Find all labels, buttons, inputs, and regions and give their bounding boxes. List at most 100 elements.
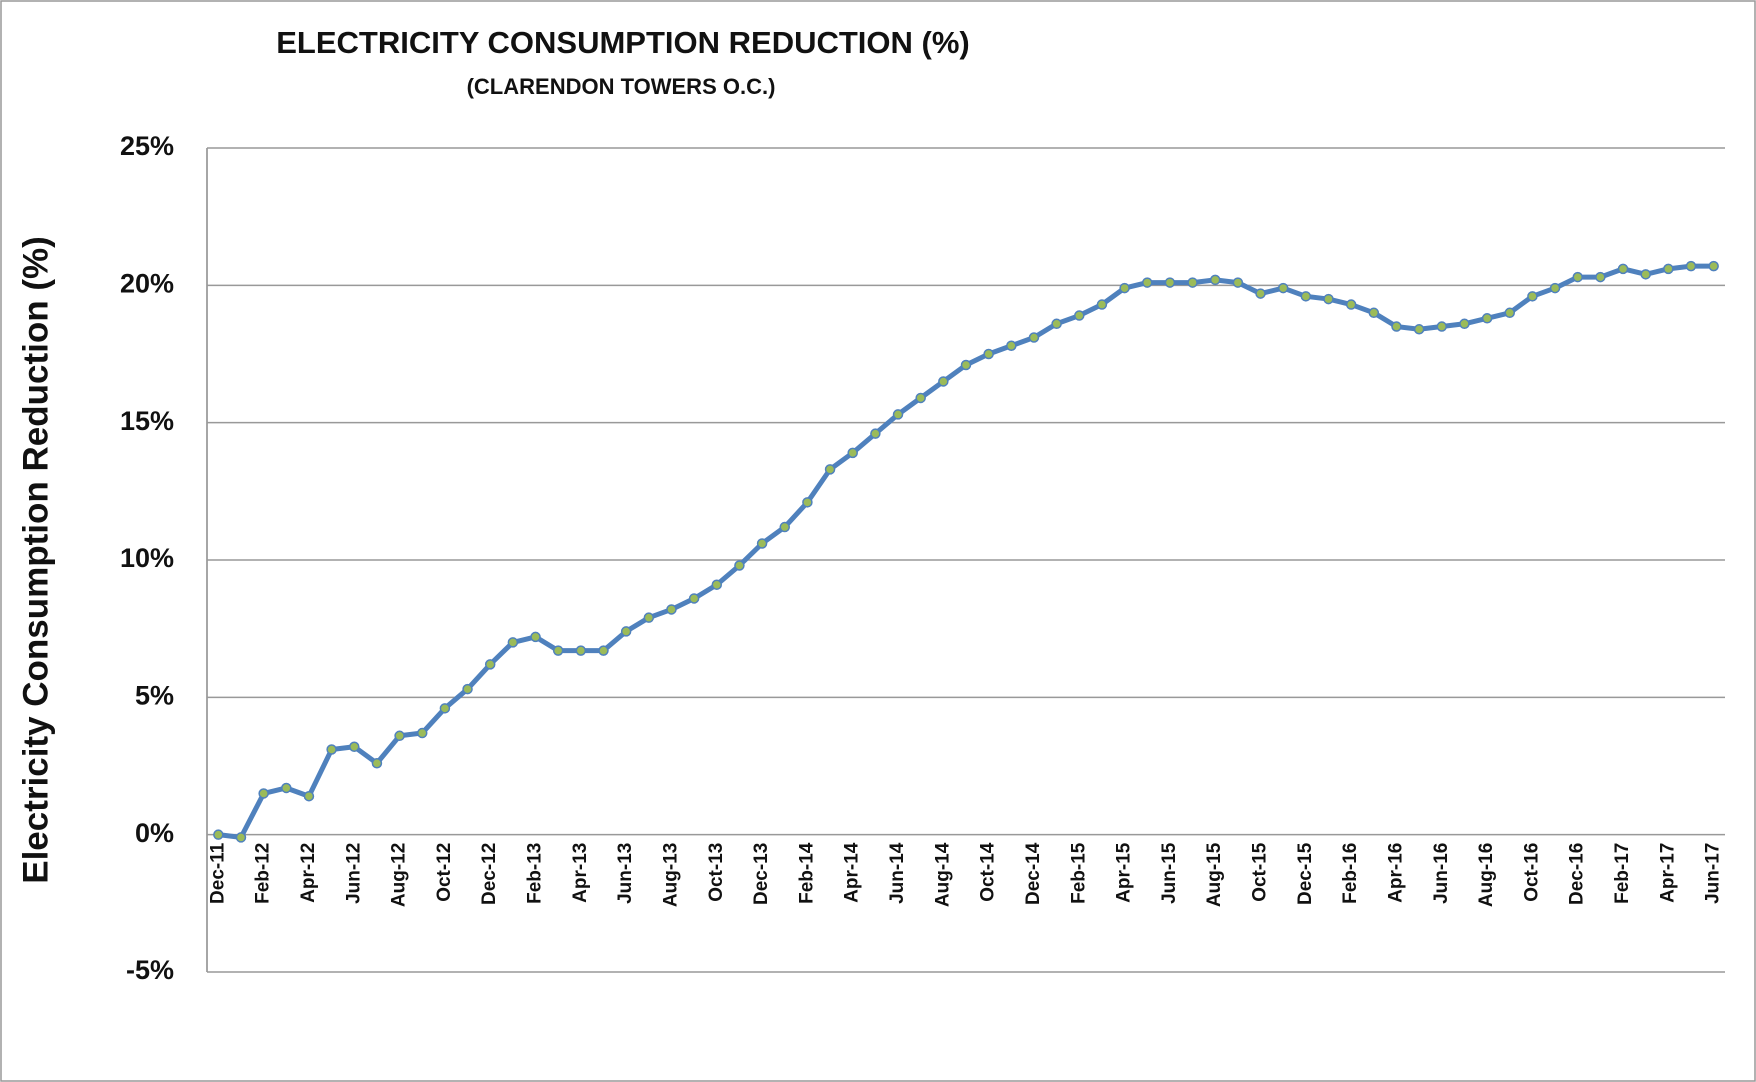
data-point bbox=[213, 829, 224, 840]
y-tick-label: 15% bbox=[120, 406, 174, 436]
data-point bbox=[1006, 340, 1017, 352]
data-point bbox=[1187, 277, 1198, 288]
data-point bbox=[1549, 282, 1561, 294]
data-point bbox=[1255, 288, 1266, 299]
x-tick-label: Apr-15 bbox=[1114, 842, 1135, 903]
data-point bbox=[1504, 307, 1516, 319]
data-point bbox=[1096, 299, 1108, 310]
x-tick-label: Aug-15 bbox=[1204, 842, 1225, 907]
chart-subtitle: (CLARENDON TOWERS O.C.) bbox=[467, 74, 776, 99]
y-tick-label: 20% bbox=[120, 268, 174, 298]
data-point bbox=[824, 464, 836, 475]
data-point bbox=[1074, 310, 1085, 321]
data-point bbox=[1527, 291, 1538, 302]
data-point bbox=[1436, 321, 1448, 332]
x-tick-label: Oct-16 bbox=[1521, 843, 1542, 902]
data-point bbox=[349, 741, 360, 753]
data-point bbox=[983, 348, 994, 360]
x-tick-label: Dec-16 bbox=[1567, 843, 1588, 905]
y-tick-label: 25% bbox=[120, 131, 174, 161]
x-tick-label: Apr-13 bbox=[570, 843, 591, 903]
data-point bbox=[1413, 324, 1425, 335]
data-point bbox=[1051, 318, 1062, 330]
data-point bbox=[915, 392, 926, 404]
x-tick-label: Feb-16 bbox=[1340, 843, 1361, 904]
data-point bbox=[1617, 263, 1629, 275]
x-tick-label: Jun-14 bbox=[887, 842, 908, 904]
y-tick-label: 5% bbox=[135, 680, 174, 710]
data-point bbox=[620, 626, 632, 637]
data-point bbox=[1345, 299, 1357, 310]
data-point bbox=[666, 604, 677, 615]
x-tick-label: Dec-12 bbox=[479, 843, 500, 905]
x-tick-label: Feb-12 bbox=[253, 843, 274, 904]
data-point bbox=[462, 683, 473, 695]
x-tick-label: Jun-17 bbox=[1703, 843, 1724, 904]
data-point bbox=[598, 645, 609, 656]
data-point bbox=[1481, 313, 1493, 324]
x-tick-label: Jun-12 bbox=[343, 843, 364, 904]
data-point bbox=[1663, 263, 1674, 275]
x-tick-label: Jun-15 bbox=[1159, 842, 1180, 904]
x-tick-label: Apr-12 bbox=[298, 843, 319, 903]
y-tick-label: -5% bbox=[126, 955, 174, 985]
data-point bbox=[870, 428, 881, 439]
data-point bbox=[711, 579, 723, 590]
x-tick-label: Aug-16 bbox=[1476, 843, 1497, 907]
data-point bbox=[734, 560, 745, 571]
data-point bbox=[1685, 260, 1697, 272]
data-point bbox=[416, 727, 428, 739]
data-point bbox=[1708, 260, 1719, 272]
data-point bbox=[1277, 282, 1289, 294]
y-tick-label: 10% bbox=[120, 543, 174, 573]
data-point bbox=[439, 703, 451, 714]
x-tick-label: Dec-13 bbox=[751, 843, 772, 905]
x-tick-label: Oct-13 bbox=[706, 843, 727, 902]
x-tick-label: Dec-14 bbox=[1023, 842, 1044, 905]
data-point bbox=[1164, 277, 1176, 288]
x-tick-label: Feb-17 bbox=[1612, 843, 1633, 904]
x-tick-label: Jun-16 bbox=[1431, 843, 1452, 904]
data-point bbox=[1368, 307, 1380, 319]
data-point bbox=[1572, 271, 1583, 283]
x-tick-label: Oct-12 bbox=[434, 843, 455, 902]
x-tick-label: Feb-14 bbox=[796, 842, 817, 904]
data-point bbox=[1300, 291, 1312, 302]
data-point bbox=[1209, 274, 1221, 286]
x-tick-label: Aug-12 bbox=[389, 843, 410, 907]
x-tick-label: Oct-14 bbox=[978, 842, 999, 902]
x-tick-label: Dec-15 bbox=[1295, 842, 1316, 905]
data-point bbox=[394, 730, 405, 742]
x-tick-label: Oct-15 bbox=[1250, 842, 1271, 902]
data-point bbox=[688, 593, 700, 604]
x-tick-label: Aug-14 bbox=[932, 842, 953, 907]
data-point bbox=[484, 659, 496, 670]
data-point bbox=[507, 637, 519, 648]
data-point bbox=[643, 612, 655, 623]
data-point bbox=[960, 359, 972, 371]
data-point bbox=[847, 447, 858, 459]
data-point bbox=[281, 782, 292, 794]
data-point bbox=[1028, 332, 1040, 343]
data-point bbox=[371, 758, 383, 769]
x-tick-label: Apr-14 bbox=[842, 842, 863, 903]
x-tick-label: Apr-16 bbox=[1385, 843, 1406, 903]
data-point bbox=[530, 631, 541, 643]
data-point bbox=[1459, 318, 1470, 330]
y-axis-label: Electricity Consumption Reduction (%) bbox=[16, 236, 55, 884]
y-tick-label: 0% bbox=[135, 818, 174, 848]
data-point bbox=[1595, 271, 1606, 283]
data-point bbox=[303, 790, 315, 802]
data-point bbox=[1142, 277, 1153, 288]
x-tick-label: Dec-11 bbox=[207, 842, 228, 904]
x-tick-label: Feb-15 bbox=[1068, 842, 1089, 904]
x-tick-label: Aug-13 bbox=[660, 843, 681, 907]
data-point bbox=[802, 497, 813, 508]
data-point bbox=[938, 376, 949, 387]
data-point bbox=[575, 645, 587, 656]
data-point bbox=[1323, 293, 1334, 305]
x-tick-label: Feb-13 bbox=[525, 843, 546, 904]
data-point bbox=[1391, 321, 1402, 332]
